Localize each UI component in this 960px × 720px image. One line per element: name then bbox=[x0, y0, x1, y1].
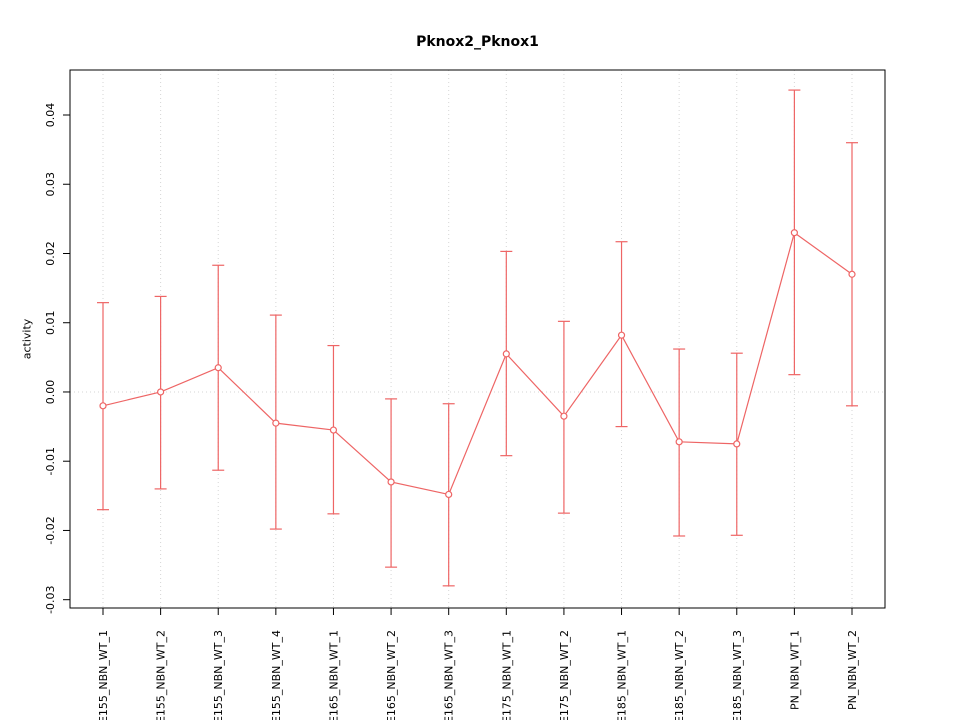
data-point bbox=[617, 331, 626, 339]
x-tick-label: E155_NBN_WT_3 bbox=[212, 630, 225, 720]
y-tick-label: 0.03 bbox=[44, 172, 57, 197]
data-point bbox=[733, 440, 741, 448]
y-tick-label: 0.00 bbox=[44, 380, 57, 405]
data-point bbox=[157, 388, 165, 396]
gridlines bbox=[70, 70, 885, 608]
data-point bbox=[272, 419, 280, 427]
data-point bbox=[560, 412, 568, 420]
data-point bbox=[848, 270, 856, 278]
x-tick-label: PN_NBN_WT_1 bbox=[788, 630, 801, 710]
y-axis-ticks: -0.03 -0.02 -0.01 0.00 0.01 0.02 0.03 0.04 bbox=[44, 103, 70, 614]
x-tick-label: E165_NBN_WT_2 bbox=[385, 630, 398, 720]
y-tick-label: 0.02 bbox=[44, 241, 57, 266]
x-axis-ticks: E155_NBN_WT_1 E155_NBN_WT_2 E155_NBN_WT_3 E… bbox=[97, 608, 859, 720]
data-point bbox=[99, 402, 107, 410]
plot-frame bbox=[69, 69, 886, 609]
x-tick-label: E155_NBN_WT_2 bbox=[155, 630, 168, 720]
x-tick-label: E155_NBN_WT_4 bbox=[270, 630, 283, 720]
x-tick-label: E185_NBN_WT_1 bbox=[616, 630, 629, 720]
x-tick-label: PN_NBN_WT_2 bbox=[846, 630, 859, 710]
data-point bbox=[502, 350, 510, 358]
data-points bbox=[99, 229, 856, 499]
y-tick-label: 0.04 bbox=[44, 103, 57, 128]
y-tick-label: -0.02 bbox=[44, 516, 57, 544]
x-tick-label: E175_NBN_WT_1 bbox=[500, 630, 513, 720]
data-point bbox=[387, 478, 395, 486]
y-tick-label: -0.01 bbox=[44, 447, 57, 475]
y-tick-label: 0.01 bbox=[44, 310, 57, 335]
data-point bbox=[790, 229, 798, 237]
data-point bbox=[445, 490, 453, 499]
chart-title: Pknox2_Pknox1 bbox=[416, 34, 539, 50]
x-tick-label: E165_NBN_WT_3 bbox=[443, 630, 456, 720]
data-point bbox=[214, 364, 222, 372]
data-point bbox=[675, 438, 683, 446]
x-tick-label: E185_NBN_WT_2 bbox=[673, 630, 686, 720]
error-bars bbox=[97, 89, 858, 587]
series-line bbox=[102, 231, 853, 496]
x-tick-label: E155_NBN_WT_1 bbox=[97, 630, 110, 720]
x-tick-label: E165_NBN_WT_1 bbox=[327, 630, 340, 720]
data-point bbox=[329, 426, 338, 434]
y-tick-label: -0.03 bbox=[44, 585, 57, 613]
x-tick-label: E185_NBN_WT_3 bbox=[731, 630, 744, 720]
x-tick-label: E175_NBN_WT_2 bbox=[558, 630, 571, 720]
